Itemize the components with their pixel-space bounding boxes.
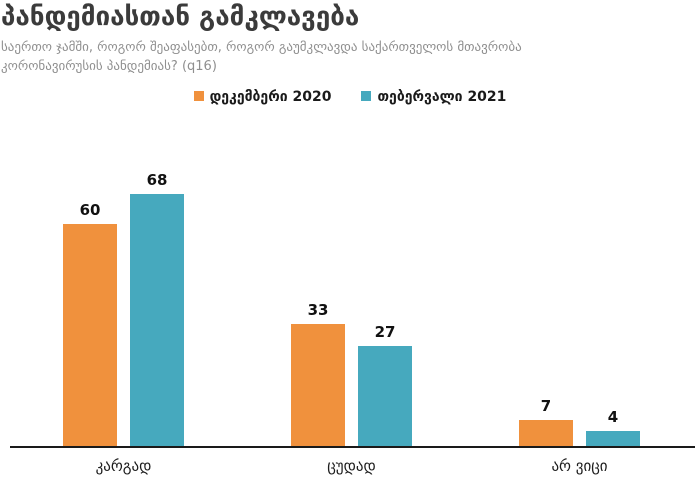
chart-subtitle: საერთო ჯამში, როგორ შეაფასებთ, როგორ გაუ… [1, 40, 522, 75]
category-axis-labels: კარგად ცუდად არ ვიცი [10, 457, 700, 475]
bar [358, 345, 412, 446]
bar [586, 430, 640, 446]
chart-title: პანდემიასთან გამკლავება [1, 2, 360, 32]
bar-wrap: 60 [63, 201, 117, 446]
bar-wrap: 33 [291, 301, 345, 446]
plot-area: 60 68 33 27 7 4 [10, 130, 695, 448]
legend-swatch-icon [361, 90, 372, 101]
bar [130, 193, 184, 446]
bar-value-label: 68 [146, 170, 168, 189]
bar-value-label: 60 [79, 200, 101, 219]
bar [291, 323, 345, 446]
legend-item-1: თებერვალი 2021 [361, 89, 506, 105]
bar-value-label: 4 [607, 407, 619, 426]
bar-wrap: 27 [358, 323, 412, 446]
bar-value-label: 7 [540, 396, 552, 415]
bar-wrap: 7 [519, 397, 573, 446]
bar-wrap: 4 [586, 408, 640, 446]
bar-value-label: 27 [374, 322, 396, 341]
legend-label: თებერვალი 2021 [377, 88, 507, 105]
category-label: ცუდად [327, 456, 376, 475]
bar [519, 419, 573, 446]
bar-group-1: 33 27 [291, 301, 412, 446]
category-label: არ ვიცი [551, 456, 608, 475]
bar-wrap: 68 [130, 171, 184, 446]
bar-value-label: 33 [307, 300, 329, 319]
category-label: კარგად [95, 456, 152, 475]
legend-label: დეკემბერი 2020 [209, 88, 332, 105]
legend-item-0: დეკემბერი 2020 [193, 88, 332, 105]
legend: დეკემბერი 2020 თებერვალი 2021 [0, 88, 700, 106]
bar [63, 223, 117, 446]
bar-group-0: 60 68 [63, 171, 184, 446]
legend-swatch-icon [193, 90, 204, 101]
